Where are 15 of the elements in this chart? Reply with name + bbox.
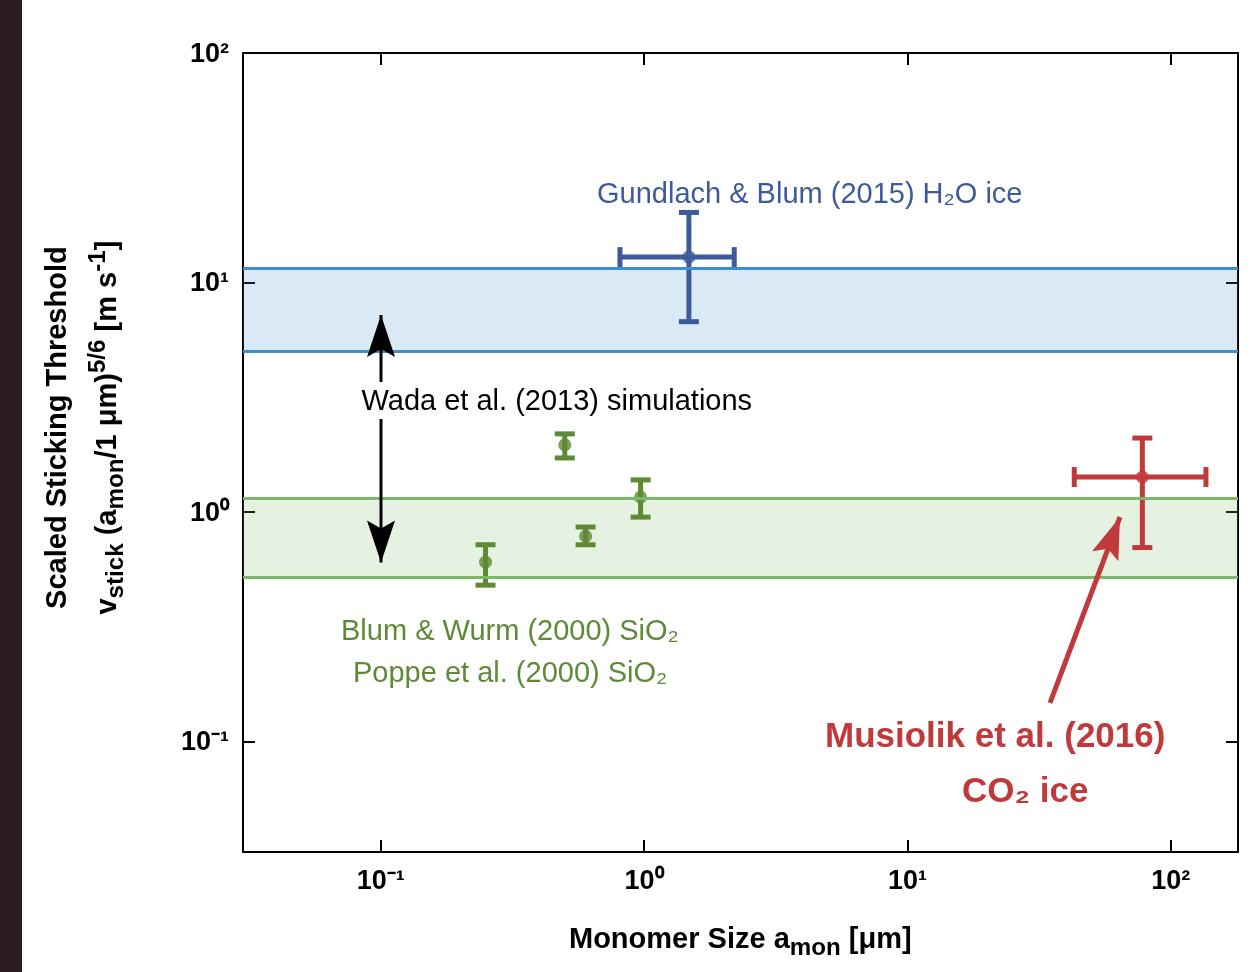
annotation: Gundlach & Blum (2015) H₂O ice — [597, 176, 1023, 210]
x-tick-label: 10⁻¹ — [356, 864, 405, 895]
x-tick-label: 10⁰ — [624, 864, 665, 895]
x-tick-label: 10¹ — [887, 864, 927, 895]
annotation: Musiolik et al. (2016) — [825, 715, 1166, 755]
x-tick-label: 10² — [1151, 864, 1191, 895]
y-tick-label: 10⁰ — [189, 497, 230, 527]
y-tick-label: 10² — [189, 38, 229, 68]
y-tick-label: 10⁻¹ — [180, 726, 229, 757]
annotation: CO₂ ice — [962, 770, 1089, 810]
annotation: Wada et al. (2013) simulations — [361, 381, 753, 419]
x-axis-title: Monomer Size a$_{mon}$ [μm] — [569, 922, 912, 961]
annotation: Poppe et al. (2000) SiO₂ — [353, 655, 668, 689]
annotation: Blum & Wurm (2000) SiO₂ — [341, 613, 679, 647]
y-tick-label: 10¹ — [189, 267, 229, 298]
